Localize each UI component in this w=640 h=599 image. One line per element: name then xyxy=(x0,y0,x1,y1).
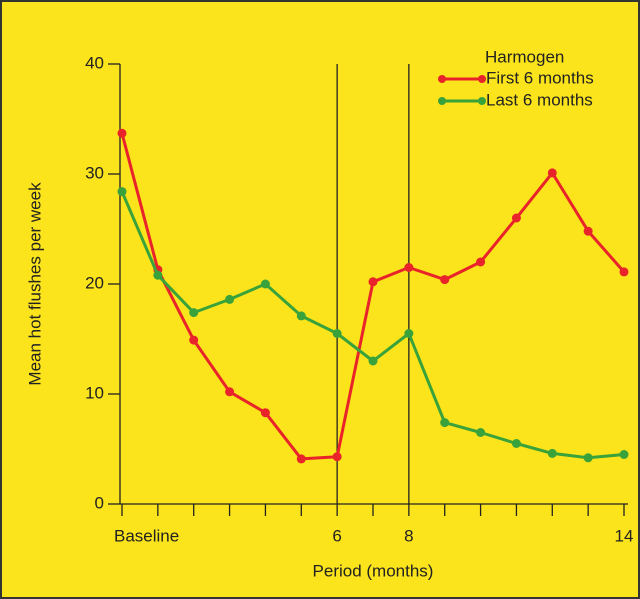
data-point xyxy=(368,356,378,366)
legend-marker xyxy=(438,97,446,105)
data-point xyxy=(332,329,342,338)
y-tick-label: 20 xyxy=(85,273,104,292)
legend-marker xyxy=(478,75,486,83)
data-point xyxy=(260,279,270,289)
data-point xyxy=(117,128,127,138)
data-point xyxy=(404,329,414,338)
data-point xyxy=(511,213,521,223)
data-point xyxy=(619,450,629,459)
data-point xyxy=(225,294,235,304)
legend-title: Harmogen xyxy=(485,47,564,66)
data-point xyxy=(332,452,342,462)
x-tick-label: 8 xyxy=(404,526,413,545)
data-point xyxy=(225,387,235,397)
x-tick-label: 14 xyxy=(615,526,634,545)
data-point xyxy=(583,226,593,236)
y-tick-label: 10 xyxy=(85,383,104,402)
legend-label: First 6 months xyxy=(486,68,594,87)
data-point xyxy=(476,257,486,267)
x-tick-label: 6 xyxy=(332,526,341,545)
x-tick-label: Baseline xyxy=(114,526,179,545)
data-point xyxy=(296,454,306,464)
data-point xyxy=(260,408,270,418)
y-tick-label: 30 xyxy=(85,163,104,182)
data-point xyxy=(583,453,593,463)
data-point xyxy=(189,335,199,345)
data-point xyxy=(511,439,521,448)
x-axis-title: Period (months) xyxy=(313,561,434,580)
y-axis-title: Mean hot flushes per week xyxy=(25,182,44,386)
data-point xyxy=(404,263,414,272)
data-point xyxy=(189,308,199,318)
data-point xyxy=(117,187,127,197)
data-point xyxy=(296,311,306,321)
data-point xyxy=(476,428,486,437)
legend-label: Last 6 months xyxy=(486,90,593,109)
data-point xyxy=(547,168,557,178)
data-point xyxy=(619,267,629,277)
legend-marker xyxy=(478,97,486,105)
data-point xyxy=(440,418,450,428)
data-point xyxy=(368,277,378,287)
legend-marker xyxy=(438,75,446,83)
data-point xyxy=(440,275,450,285)
y-tick-label: 40 xyxy=(85,53,104,72)
data-point xyxy=(153,270,163,280)
data-point xyxy=(547,448,557,458)
y-tick-label: 0 xyxy=(95,493,104,512)
